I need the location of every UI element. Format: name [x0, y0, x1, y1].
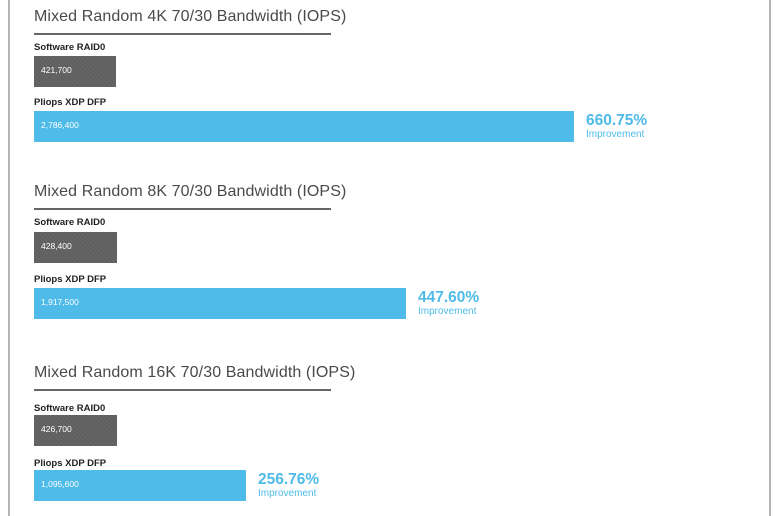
improvement-percent: 256.76%	[258, 471, 320, 488]
improvement-percent: 660.75%	[586, 112, 648, 129]
bar-software-raid0: 426,700	[34, 415, 117, 446]
improvement-annotation: 447.60% Improvement	[418, 289, 480, 318]
category-label-pliops-xdp-dfp: Pliops XDP DFP	[34, 274, 107, 285]
category-label-pliops-xdp-dfp: Pliops XDP DFP	[34, 97, 107, 108]
bar-value-label: 421,700	[41, 65, 72, 75]
title-underline	[34, 208, 331, 210]
improvement-annotation: 256.76% Improvement	[258, 471, 320, 500]
chart-title: Mixed Random 16K 70/30 Bandwidth (IOPS)	[34, 364, 356, 381]
bar-pliops-xdp-dfp: 2,786,400	[34, 111, 574, 142]
bar-value-label: 1,095,600	[41, 479, 79, 489]
category-label-pliops-xdp-dfp: Pliops XDP DFP	[34, 458, 107, 469]
improvement-label: Improvement	[418, 306, 477, 317]
category-label-software-raid0: Software RAID0	[34, 217, 106, 228]
title-underline	[34, 33, 331, 35]
title-underline	[34, 389, 331, 391]
bar-pliops-xdp-dfp: 1,095,600	[34, 470, 246, 501]
category-label-software-raid0: Software RAID0	[34, 403, 106, 414]
bar-value-label: 426,700	[41, 424, 72, 434]
bar-software-raid0: 421,700	[34, 56, 116, 87]
bar-pliops-xdp-dfp: 1,917,500	[34, 288, 406, 319]
bar-value-label: 428,400	[41, 241, 72, 251]
bar-software-raid0: 428,400	[34, 232, 117, 263]
bar-value-label: 1,917,500	[41, 297, 79, 307]
improvement-label: Improvement	[258, 488, 317, 499]
improvement-percent: 447.60%	[418, 289, 480, 306]
bar-value-label: 2,786,400	[41, 120, 79, 130]
improvement-label: Improvement	[586, 129, 645, 140]
chart-frame	[8, 0, 771, 516]
improvement-annotation: 660.75% Improvement	[586, 112, 648, 141]
chart-title: Mixed Random 4K 70/30 Bandwidth (IOPS)	[34, 8, 347, 25]
category-label-software-raid0: Software RAID0	[34, 42, 106, 53]
chart-title: Mixed Random 8K 70/30 Bandwidth (IOPS)	[34, 183, 347, 200]
